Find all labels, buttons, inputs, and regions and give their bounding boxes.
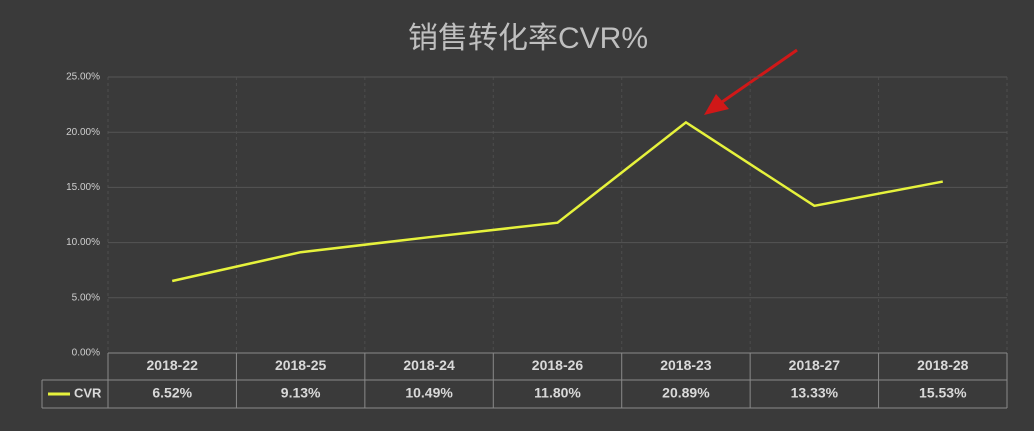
data-table-value: 6.52% — [152, 385, 192, 401]
line-series — [171, 120, 944, 283]
x-tick-label: 2018-23 — [660, 357, 712, 373]
x-tick-label: 2018-25 — [275, 357, 327, 373]
data-table-value: 9.13% — [281, 385, 321, 401]
y-tick-label: 25.00% — [66, 72, 100, 83]
x-tick-label: 2018-26 — [532, 357, 584, 373]
data-table-value: 13.33% — [791, 385, 839, 401]
chart-title: 销售转化率CVR% — [408, 22, 648, 55]
annotation-arrow — [704, 48, 798, 115]
data-table-value: 10.49% — [405, 385, 453, 401]
y-tick-label: 0.00% — [72, 348, 100, 359]
x-tick-label: 2018-24 — [403, 357, 455, 373]
data-table-value: 20.89% — [662, 385, 710, 401]
data-table-value: 15.53% — [919, 385, 967, 401]
x-tick-label: 2018-28 — [917, 357, 969, 373]
y-tick-label: 10.00% — [66, 237, 100, 248]
y-tick-label: 5.00% — [72, 292, 100, 303]
x-tick-label: 2018-27 — [789, 357, 841, 373]
y-tick-label: 15.00% — [66, 182, 100, 193]
y-tick-label: 20.00% — [66, 127, 100, 138]
legend-label: CVR — [74, 385, 102, 400]
x-tick-label: 2018-22 — [147, 357, 199, 373]
data-table-value: 11.80% — [534, 385, 581, 401]
